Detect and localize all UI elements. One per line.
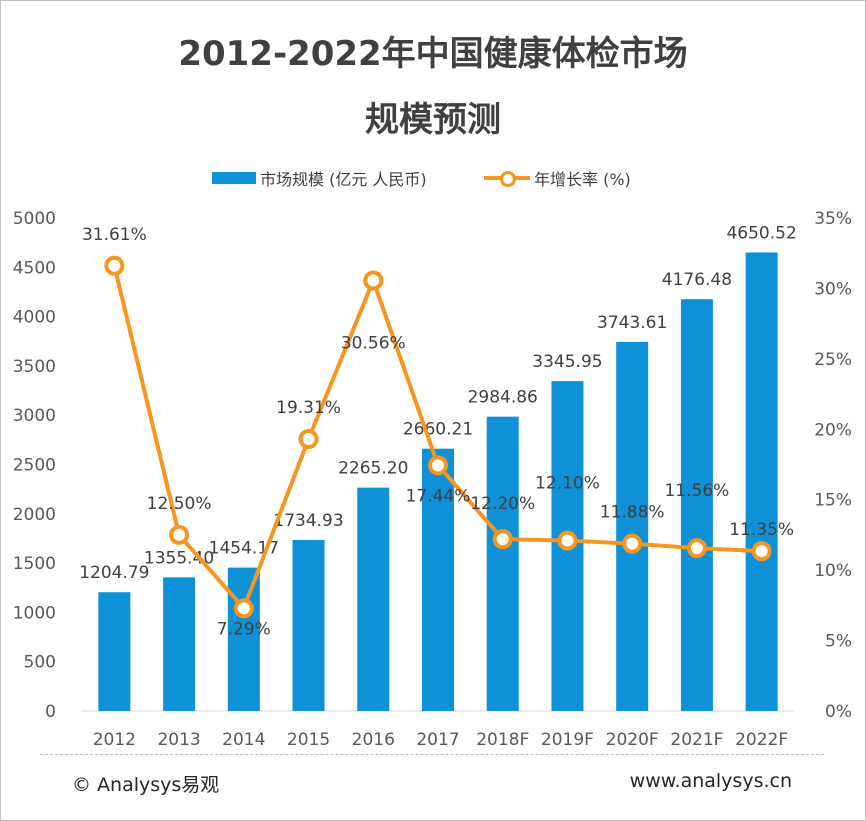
y-right-tick-label: 30% bbox=[814, 279, 852, 299]
y-left-tick-label: 2500 bbox=[13, 456, 56, 476]
x-tick-label: 2022F bbox=[735, 730, 788, 750]
x-tick-label: 2020F bbox=[606, 730, 659, 750]
growth-rate-point bbox=[169, 524, 190, 545]
bar bbox=[163, 577, 196, 711]
bar bbox=[422, 448, 454, 711]
y-left-tick-label: 4500 bbox=[13, 258, 56, 278]
legend-item-line: 年增长率 (%) bbox=[484, 166, 631, 190]
y-right-tick-label: 35% bbox=[814, 209, 852, 229]
y-right-tick-label: 10% bbox=[814, 561, 852, 581]
bar bbox=[98, 592, 131, 711]
legend-bar-swatch bbox=[212, 172, 256, 184]
legend-line-label: 年增长率 (%) bbox=[534, 170, 631, 189]
growth-rate-point bbox=[686, 538, 707, 559]
growth-rate-point bbox=[104, 255, 125, 276]
x-tick-label: 2016 bbox=[352, 730, 395, 750]
growth-rate-label: 12.50% bbox=[147, 494, 212, 514]
growth-rate-label: 12.20% bbox=[470, 494, 535, 514]
y-right-tick-label: 5% bbox=[825, 632, 852, 652]
growth-rate-label: 30.56% bbox=[341, 334, 406, 354]
growth-rate-point bbox=[363, 270, 384, 291]
growth-rate-point bbox=[622, 533, 643, 554]
growth-rate-point bbox=[298, 429, 319, 450]
x-tick-label: 2013 bbox=[157, 730, 200, 750]
chart-title: 2012-2022年中国健康体检市场 bbox=[178, 34, 688, 74]
x-tick-label: 2018F bbox=[476, 730, 529, 750]
y-right-tick-label: 0% bbox=[825, 702, 852, 722]
growth-rate-point bbox=[751, 541, 772, 562]
footer-website: www.analysys.cn bbox=[629, 770, 792, 792]
growth-rate-label: 11.56% bbox=[664, 481, 729, 501]
y-right-tick-label: 20% bbox=[814, 420, 852, 440]
legend-bar-label: 市场规模 (亿元 人民币) bbox=[260, 170, 427, 189]
bar-value-label: 2265.20 bbox=[338, 459, 408, 479]
growth-rate-label: 11.35% bbox=[729, 520, 794, 540]
y-left-tick-label: 2000 bbox=[13, 505, 56, 525]
bar-value-label: 1454.17 bbox=[209, 539, 279, 559]
x-tick-label: 2015 bbox=[287, 730, 330, 750]
x-tick-label: 2017 bbox=[416, 730, 459, 750]
footer-divider bbox=[40, 754, 824, 755]
bar-value-label: 1734.93 bbox=[273, 511, 343, 531]
bar bbox=[357, 487, 390, 711]
bar-value-label: 4650.52 bbox=[726, 223, 796, 243]
y-right-tick-label: 25% bbox=[814, 350, 852, 370]
y-right-tick-label: 15% bbox=[814, 491, 852, 511]
bar bbox=[486, 416, 519, 711]
growth-rate-label: 11.88% bbox=[600, 503, 665, 523]
bar-value-label: 3743.61 bbox=[597, 313, 667, 333]
bar bbox=[745, 252, 778, 711]
bar bbox=[680, 299, 713, 711]
bar-value-label: 4176.48 bbox=[662, 270, 732, 290]
bar bbox=[292, 539, 325, 711]
footer-copyright: © Analysys易观 bbox=[72, 774, 220, 796]
y-left-tick-label: 4000 bbox=[13, 308, 56, 328]
y-left-tick-label: 3000 bbox=[13, 406, 56, 426]
growth-rate-label: 31.61% bbox=[82, 225, 147, 245]
y-left-tick-label: 1000 bbox=[13, 603, 56, 623]
x-tick-label: 2012 bbox=[93, 730, 136, 750]
y-left-tick-label: 0 bbox=[45, 702, 56, 722]
y-left-tick-label: 5000 bbox=[13, 209, 56, 229]
growth-rate-label: 7.29% bbox=[217, 619, 271, 639]
legend-item-bar: 市场规模 (亿元 人民币) bbox=[212, 166, 427, 190]
y-left-tick-label: 3500 bbox=[13, 357, 56, 377]
growth-rate-label: 17.44% bbox=[406, 486, 471, 506]
bar-value-label: 3345.95 bbox=[532, 352, 602, 372]
x-tick-label: 2014 bbox=[222, 730, 265, 750]
growth-rate-point bbox=[428, 455, 448, 476]
bar-value-label: 1204.79 bbox=[79, 563, 149, 583]
y-left-tick-label: 500 bbox=[24, 653, 56, 673]
bar-value-label: 2660.21 bbox=[403, 420, 473, 440]
legend: 市场规模 (亿元 人民币) 年增长率 (%) bbox=[0, 166, 866, 192]
bar bbox=[616, 341, 649, 711]
x-tick-label: 2021F bbox=[670, 730, 723, 750]
growth-rate-point bbox=[557, 530, 578, 551]
chart-title-line2: 规模预测 bbox=[365, 100, 501, 140]
bar-value-label: 2984.86 bbox=[468, 388, 538, 408]
x-tick-label: 2019F bbox=[541, 730, 594, 750]
growth-rate-point bbox=[233, 598, 254, 619]
growth-rate-label: 12.10% bbox=[535, 474, 600, 494]
bar bbox=[227, 567, 260, 711]
legend-line-swatch bbox=[484, 170, 530, 187]
y-left-tick-label: 1500 bbox=[13, 554, 56, 574]
growth-rate-label: 19.31% bbox=[276, 398, 341, 418]
growth-rate-point bbox=[492, 529, 513, 550]
